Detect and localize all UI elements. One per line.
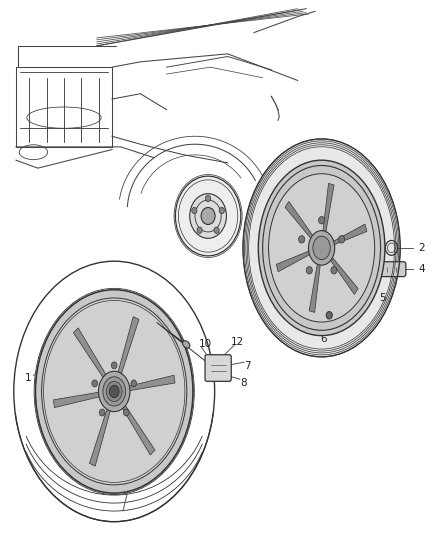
Text: 9: 9 [138, 448, 145, 457]
Ellipse shape [111, 362, 117, 369]
Circle shape [197, 227, 202, 233]
Text: 10: 10 [198, 338, 212, 349]
Circle shape [175, 176, 241, 256]
Ellipse shape [99, 409, 105, 416]
Polygon shape [117, 317, 139, 378]
Ellipse shape [38, 293, 191, 490]
Ellipse shape [243, 139, 400, 357]
Circle shape [214, 227, 219, 233]
Ellipse shape [35, 290, 193, 493]
Ellipse shape [103, 377, 126, 406]
Text: 6: 6 [321, 334, 327, 344]
Polygon shape [276, 251, 311, 272]
Polygon shape [89, 405, 111, 466]
Text: 2: 2 [419, 243, 425, 253]
Polygon shape [285, 201, 314, 239]
Polygon shape [330, 256, 358, 294]
Circle shape [205, 195, 211, 201]
Polygon shape [309, 262, 321, 312]
Circle shape [219, 207, 224, 214]
Circle shape [306, 266, 312, 274]
Ellipse shape [268, 174, 374, 322]
Ellipse shape [183, 341, 190, 348]
Text: 11: 11 [122, 335, 135, 345]
Polygon shape [323, 183, 334, 234]
Polygon shape [120, 402, 155, 455]
Circle shape [201, 207, 215, 224]
Ellipse shape [131, 380, 137, 387]
Circle shape [326, 312, 332, 319]
Circle shape [192, 207, 197, 214]
Polygon shape [74, 328, 108, 381]
Circle shape [299, 236, 305, 243]
Ellipse shape [110, 385, 119, 398]
Text: 5: 5 [379, 293, 386, 303]
Text: 12: 12 [231, 337, 244, 347]
Ellipse shape [106, 381, 122, 401]
FancyBboxPatch shape [377, 262, 406, 277]
Ellipse shape [308, 231, 335, 265]
Text: 5: 5 [141, 342, 147, 352]
Polygon shape [333, 224, 367, 245]
Circle shape [190, 193, 226, 238]
Polygon shape [53, 392, 102, 408]
Text: 8: 8 [240, 378, 247, 388]
Circle shape [318, 216, 325, 224]
Text: 4: 4 [419, 264, 425, 274]
Circle shape [339, 236, 345, 243]
Ellipse shape [258, 160, 385, 336]
Polygon shape [126, 375, 175, 391]
Circle shape [331, 266, 337, 274]
Ellipse shape [99, 371, 130, 411]
Ellipse shape [313, 236, 330, 260]
FancyBboxPatch shape [205, 355, 231, 381]
Text: 7: 7 [244, 361, 251, 371]
Ellipse shape [42, 298, 187, 485]
Ellipse shape [124, 409, 129, 416]
Ellipse shape [92, 380, 98, 387]
Text: 1: 1 [25, 373, 32, 383]
